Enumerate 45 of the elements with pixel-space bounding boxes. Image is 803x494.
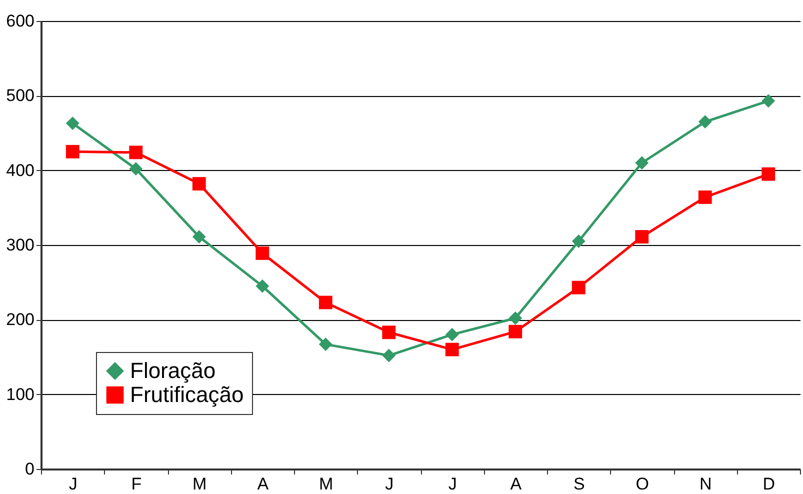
point bbox=[572, 280, 586, 294]
point bbox=[445, 342, 459, 356]
point bbox=[66, 144, 80, 158]
point bbox=[318, 338, 332, 352]
x-tick-label: M bbox=[192, 474, 207, 494]
x-tick-label: D bbox=[762, 474, 776, 494]
x-tick-label: J bbox=[448, 474, 457, 494]
point bbox=[635, 156, 649, 170]
y-tick-label: 500 bbox=[6, 86, 34, 106]
point bbox=[192, 230, 206, 244]
point bbox=[129, 146, 143, 160]
legend-label: Frutificação bbox=[130, 382, 244, 407]
x-tick-label: F bbox=[131, 474, 142, 494]
y-tick-label: 0 bbox=[25, 460, 34, 478]
x-tick-label: O bbox=[636, 474, 649, 494]
point bbox=[256, 279, 270, 293]
point bbox=[508, 311, 522, 325]
point bbox=[762, 94, 776, 108]
x-tick-label: A bbox=[257, 474, 270, 494]
y-tick-label: 100 bbox=[6, 384, 34, 404]
y-tick-label: 200 bbox=[6, 310, 34, 330]
y-tick-label: 300 bbox=[6, 236, 34, 254]
point bbox=[572, 234, 586, 248]
x-tick-label: J bbox=[68, 474, 78, 494]
x-tick-label: A bbox=[510, 474, 522, 494]
point bbox=[382, 326, 396, 340]
point bbox=[762, 167, 776, 181]
point bbox=[698, 115, 712, 129]
point bbox=[445, 328, 459, 342]
x-tick-label: J bbox=[385, 474, 394, 494]
x-tick-label: M bbox=[319, 474, 334, 494]
y-tick-label: 400 bbox=[6, 160, 34, 180]
point bbox=[635, 230, 649, 244]
point bbox=[698, 190, 712, 204]
point bbox=[192, 177, 206, 190]
point bbox=[129, 162, 143, 176]
point bbox=[66, 116, 80, 130]
legend-label: Floração bbox=[130, 358, 216, 383]
point bbox=[382, 348, 396, 362]
point bbox=[256, 246, 270, 260]
point bbox=[318, 296, 332, 310]
y-tick-label: 600 bbox=[6, 12, 34, 30]
x-tick-label: S bbox=[573, 474, 585, 494]
point bbox=[508, 324, 522, 338]
x-tick-label: N bbox=[699, 474, 712, 494]
